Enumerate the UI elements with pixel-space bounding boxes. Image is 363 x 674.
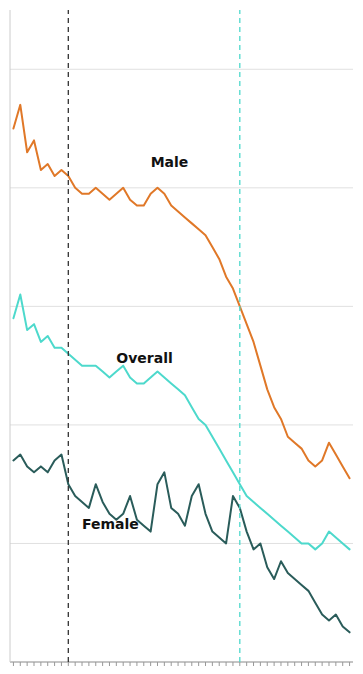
x-tick (27, 662, 28, 666)
x-tick (109, 662, 110, 666)
x-tick (88, 662, 89, 666)
series-line (13, 295, 349, 550)
grid (10, 69, 353, 662)
x-tick (184, 662, 185, 666)
grid-line (10, 187, 353, 188)
x-tick (61, 662, 62, 666)
reference-line (68, 10, 69, 662)
x-tick (315, 662, 316, 666)
x-tick (198, 662, 199, 666)
chart: Male Overall Female (0, 0, 363, 674)
y-axis-line (10, 10, 11, 662)
x-tick (40, 662, 41, 666)
x-tick (116, 662, 117, 666)
x-tick (20, 662, 21, 666)
x-tick (212, 662, 213, 666)
x-tick (75, 662, 76, 666)
series-line (13, 105, 349, 478)
x-tick (349, 662, 350, 666)
annotation: Male (151, 154, 189, 170)
x-tick (130, 662, 131, 666)
x-tick (335, 662, 336, 666)
x-tick (13, 662, 14, 666)
x-tick (267, 662, 268, 666)
x-tick (226, 662, 227, 666)
x-tick (34, 662, 35, 666)
x-tick (342, 662, 343, 666)
x-tick (253, 662, 254, 666)
x-tick (143, 662, 144, 666)
grid-line (10, 69, 353, 70)
annotation: Overall (116, 350, 172, 366)
x-tick (150, 662, 151, 666)
x-tick (260, 662, 261, 666)
x-tick (294, 662, 295, 666)
x-tick (205, 662, 206, 666)
x-tick (136, 662, 137, 666)
x-tick (95, 662, 96, 666)
x-tick (157, 662, 158, 666)
x-tick (246, 662, 247, 666)
x-tick (274, 662, 275, 666)
x-tick (308, 662, 309, 666)
x-tick (123, 662, 124, 666)
x-tick (82, 662, 83, 666)
grid-line (10, 306, 353, 307)
plot-area (13, 10, 349, 662)
x-tick (239, 662, 240, 666)
x-tick (164, 662, 165, 666)
series-line (13, 455, 349, 633)
x-tick (68, 662, 69, 666)
x-tick (287, 662, 288, 666)
annotations: Male Overall Female (82, 154, 188, 532)
x-tick (322, 662, 323, 666)
x-tick (280, 662, 281, 666)
x-ticks (13, 662, 349, 666)
x-tick (54, 662, 55, 666)
x-tick (191, 662, 192, 666)
x-tick (178, 662, 179, 666)
annotation: Female (82, 516, 139, 532)
x-tick (219, 662, 220, 666)
grid-line (10, 424, 353, 425)
x-tick (47, 662, 48, 666)
x-tick (102, 662, 103, 666)
reference-line (239, 10, 240, 662)
x-tick (171, 662, 172, 666)
x-tick (328, 662, 329, 666)
x-tick (232, 662, 233, 666)
x-tick (301, 662, 302, 666)
